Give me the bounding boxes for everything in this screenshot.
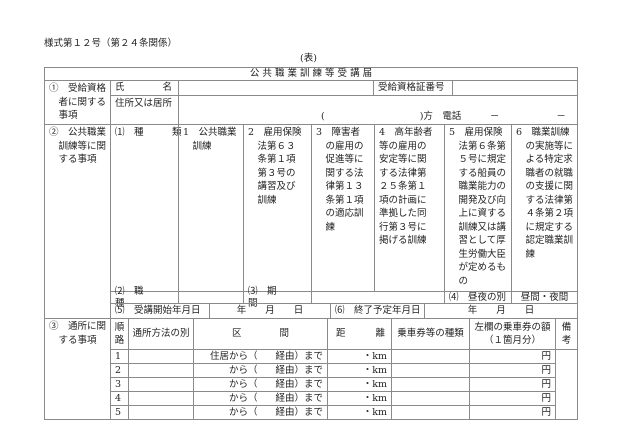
training-type-5[interactable]: 5 雇用保険 法第６条第 ５号に規定 する船員の 職業能力の 開発及び向 上に資…: [444, 124, 512, 292]
section-from: から（: [228, 364, 258, 376]
method-field[interactable]: [128, 349, 194, 364]
kind-label: ⑴ 種 類: [110, 124, 182, 292]
method-field[interactable]: [128, 363, 194, 378]
section-via: 経由）まで: [275, 378, 323, 390]
section-field[interactable]: から（ 経由）まで: [193, 391, 328, 406]
route-number: 4: [110, 391, 129, 406]
distance-header: 距 離: [327, 318, 392, 350]
ticket-type-field[interactable]: [391, 405, 470, 420]
method-field[interactable]: [128, 391, 194, 406]
training-type-1[interactable]: 1 公共職業 訓練: [178, 124, 244, 292]
distance-field[interactable]: ・km: [327, 349, 392, 364]
end-date-label: ⑹ 終了予定年月日: [330, 303, 425, 319]
section-header: 区 間: [193, 318, 328, 350]
section3-label: ③ 通所に関 する事項: [44, 318, 111, 420]
training-type-6[interactable]: 6 職業訓練 の実施等に よる特定求 職者の就職 の支援に関 する法律第 ４条第…: [511, 124, 578, 292]
section1-label: ① 受給資格 者に関する 事項: [44, 80, 111, 125]
remarks-field[interactable]: [555, 349, 578, 420]
distance-field[interactable]: ・km: [327, 391, 392, 406]
route-number: 3: [110, 377, 129, 392]
ticket-type-field[interactable]: [391, 377, 470, 392]
distance-field[interactable]: ・km: [327, 405, 392, 420]
method-field[interactable]: [128, 405, 194, 420]
cert-number-label: 受給資格証番号: [373, 80, 453, 96]
section-field[interactable]: から（ 経由）まで: [193, 405, 328, 420]
amount-field[interactable]: 円: [469, 391, 556, 406]
method-header: 通所方法の別: [128, 318, 194, 350]
section-field[interactable]: から（ 経由）まで: [193, 377, 328, 392]
amount-field[interactable]: 円: [469, 363, 556, 378]
amount-header: 左欄の乗車券の額 （１箇月分）: [469, 318, 556, 350]
side-label: (表): [300, 53, 317, 64]
cert-number-field[interactable]: [452, 80, 578, 96]
route-number: 2: [110, 363, 129, 378]
distance-field[interactable]: ・km: [327, 377, 392, 392]
ticket-type-field[interactable]: [391, 363, 470, 378]
section-from: から（: [228, 392, 258, 404]
section-from: から（: [228, 406, 258, 418]
section-from: 住居から（: [209, 350, 258, 362]
address-field[interactable]: ( )方 電話 － －: [178, 95, 578, 125]
section-field[interactable]: から（ 経由）まで: [193, 363, 328, 378]
amount-field[interactable]: 円: [469, 377, 556, 392]
route-number: 1: [110, 349, 129, 364]
route-number: 5: [110, 405, 129, 420]
amount-field[interactable]: 円: [469, 405, 556, 420]
training-type-4[interactable]: 4 高年齢者 等の雇用の 安定等に関 する法律第 ２５条第１ 項の計画に 準拠し…: [374, 124, 445, 292]
section2-label: ② 公共職業 訓練等に関 する事項: [44, 124, 111, 319]
name-field[interactable]: [178, 80, 374, 96]
ticket-type-field[interactable]: [391, 349, 470, 364]
method-field[interactable]: [128, 377, 194, 392]
address-label: 住所又は居所: [110, 95, 179, 125]
training-type-3[interactable]: 3 障害者 の雇用の 促進等に 関する法 律第１３ 条第１項 の適応訓 練: [311, 124, 375, 292]
form-number: 様式第１２号（第２４条関係）: [44, 38, 178, 49]
section-via: 経由）まで: [275, 406, 323, 418]
start-date-field[interactable]: 年 月 日: [209, 303, 331, 319]
address-phone-line: ( )方 電話 － －: [321, 111, 566, 122]
ticket-header: 乗車券等の種類: [391, 318, 470, 350]
section-via: 経由）まで: [275, 364, 323, 376]
distance-header-b: 離: [375, 328, 385, 339]
start-date-label: ⑸ 受講開始年月日: [110, 303, 210, 319]
amount-field[interactable]: 円: [469, 349, 556, 364]
section-field[interactable]: 住居から（ 経由）まで: [193, 349, 328, 364]
distance-header-a: 距: [336, 328, 346, 339]
distance-field[interactable]: ・km: [327, 363, 392, 378]
name-label: 氏 名: [110, 80, 179, 96]
section-from: から（: [228, 378, 258, 390]
ticket-type-field[interactable]: [391, 391, 470, 406]
end-date-field[interactable]: 年 月 日: [424, 303, 578, 319]
form-title: 公 共 職 業 訓 練 等 受 講 届: [44, 67, 578, 81]
route-header: 順 路: [110, 318, 129, 350]
remarks-header: 備 考: [555, 318, 578, 350]
section-via: 経由）まで: [275, 392, 323, 404]
training-type-2[interactable]: 2 雇用保険 法第６３ 条第１項 第３号の 講習及び 訓練: [243, 124, 312, 292]
section-via: 経由）まで: [275, 350, 323, 362]
